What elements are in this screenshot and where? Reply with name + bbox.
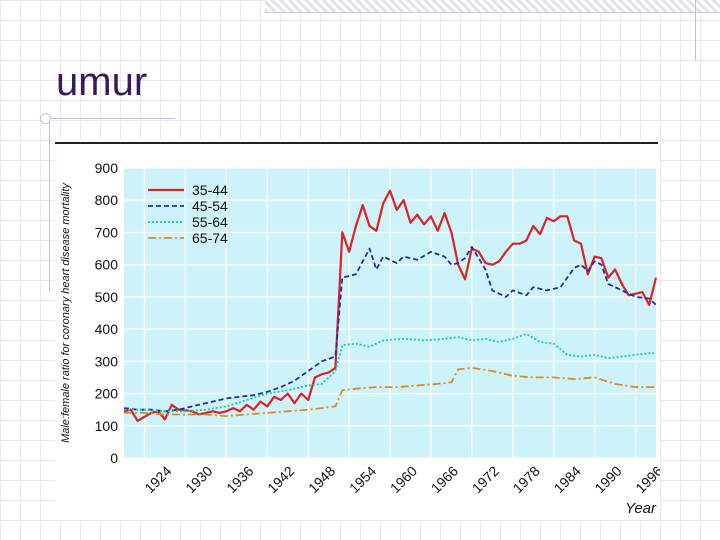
- x-tick-label: 1924: [141, 463, 174, 496]
- legend-label: 45-54: [192, 198, 228, 214]
- x-tick-label: 1936: [223, 463, 256, 496]
- x-tick-label: 1990: [591, 463, 624, 496]
- line-chart: 0 100 200 300 400 500 600 700 800 900 1924 1930 1936…: [60, 160, 660, 517]
- legend-label: 55-64: [192, 214, 228, 230]
- x-tick-label: 1966: [428, 463, 461, 496]
- decorative-vertical-line: [695, 0, 696, 60]
- x-tick-label: 1960: [387, 463, 420, 496]
- series-line-45-54: [123, 246, 657, 413]
- decorative-circle-icon: [40, 113, 51, 124]
- y-tick-label: 300: [95, 353, 119, 369]
- x-tick-label: 1930: [182, 463, 215, 496]
- legend-label: 35-44: [192, 182, 228, 198]
- x-tick-label: 1972: [469, 463, 502, 496]
- x-axis-label: Year: [625, 500, 657, 517]
- decorative-top-bar: [265, 0, 720, 13]
- y-tick-label: 900: [95, 160, 119, 176]
- x-tick-label: 1996: [632, 463, 660, 496]
- y-axis-label: Male:female ratio for coronary heart dis…: [60, 182, 72, 443]
- series-line-65-74: [124, 366, 656, 417]
- y-tick-label: 800: [95, 192, 119, 208]
- decorative-vertical-line: [49, 118, 50, 293]
- x-tick-label: 1942: [264, 463, 297, 496]
- series-line-55-64: [124, 333, 656, 413]
- y-tick-label: 200: [95, 386, 119, 402]
- y-tick-label: 0: [110, 450, 118, 466]
- y-tick-label: 400: [95, 321, 119, 337]
- slide-title: umur: [56, 60, 148, 104]
- y-tick-label: 600: [95, 257, 119, 273]
- decorative-horizontal-line: [40, 118, 175, 119]
- y-tick-label: 100: [95, 418, 119, 434]
- x-tick-label: 1954: [346, 463, 379, 496]
- y-tick-label: 500: [95, 289, 119, 305]
- y-tick-label: 700: [95, 224, 119, 240]
- x-tick-label: 1948: [305, 463, 338, 496]
- series-line-35-44: [123, 189, 658, 422]
- chart-top-rule: [55, 142, 658, 144]
- x-tick-label: 1984: [550, 463, 583, 496]
- legend-label: 65-74: [192, 230, 228, 246]
- x-tick-label: 1978: [510, 463, 543, 496]
